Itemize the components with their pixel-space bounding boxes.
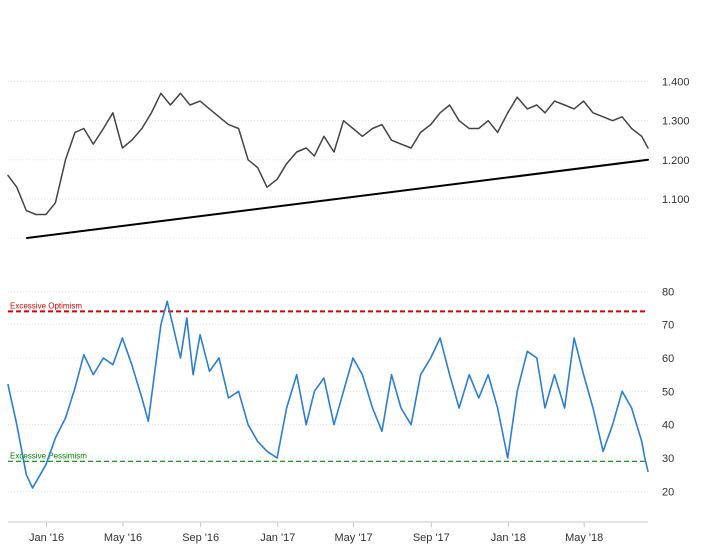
top-y-tick-label: 1.200 — [662, 155, 690, 167]
x-tick-label: May '17 — [334, 532, 372, 544]
bottom-y-tick-label: 40 — [662, 420, 674, 432]
bottom-panel-y-axis: 20 30 40 50 60 70 80 — [662, 286, 674, 498]
bottom-y-tick-label: 50 — [662, 386, 674, 398]
bottom-y-tick-label: 30 — [662, 453, 674, 465]
x-tick-label: Jan '16 — [29, 532, 64, 544]
top-y-tick-label: 1.100 — [662, 194, 690, 206]
bottom-y-tick-label: 20 — [662, 486, 674, 498]
series-layer — [7, 92, 649, 489]
price-series — [7, 92, 649, 216]
bottom-y-tick-label: 80 — [662, 286, 674, 298]
x-tick-label: Jan '18 — [491, 532, 526, 544]
sentiment-series — [7, 300, 649, 489]
top-panel-y-axis: 1.100 1.200 1.300 1.400 — [662, 77, 690, 206]
trendline-series — [26, 158, 649, 239]
x-tick-label: Sep '16 — [182, 532, 219, 544]
top-y-tick-label: 1.300 — [662, 116, 690, 128]
x-tick-label: Sep '17 — [413, 532, 450, 544]
x-tick-label: Jan '17 — [260, 532, 295, 544]
x-axis: Jan '16 May '16 Sep '16 Jan '17 May '17 Sep '… — [8, 521, 648, 544]
bottom-y-tick-label: 60 — [662, 353, 674, 365]
top-y-tick-label: 1.400 — [662, 77, 690, 89]
bottom-y-tick-label: 70 — [662, 320, 674, 332]
x-tick-label: May '18 — [565, 532, 603, 544]
excessive-optimism-label: Excessive Optimism — [10, 301, 82, 310]
x-tick-label: May '16 — [104, 532, 142, 544]
